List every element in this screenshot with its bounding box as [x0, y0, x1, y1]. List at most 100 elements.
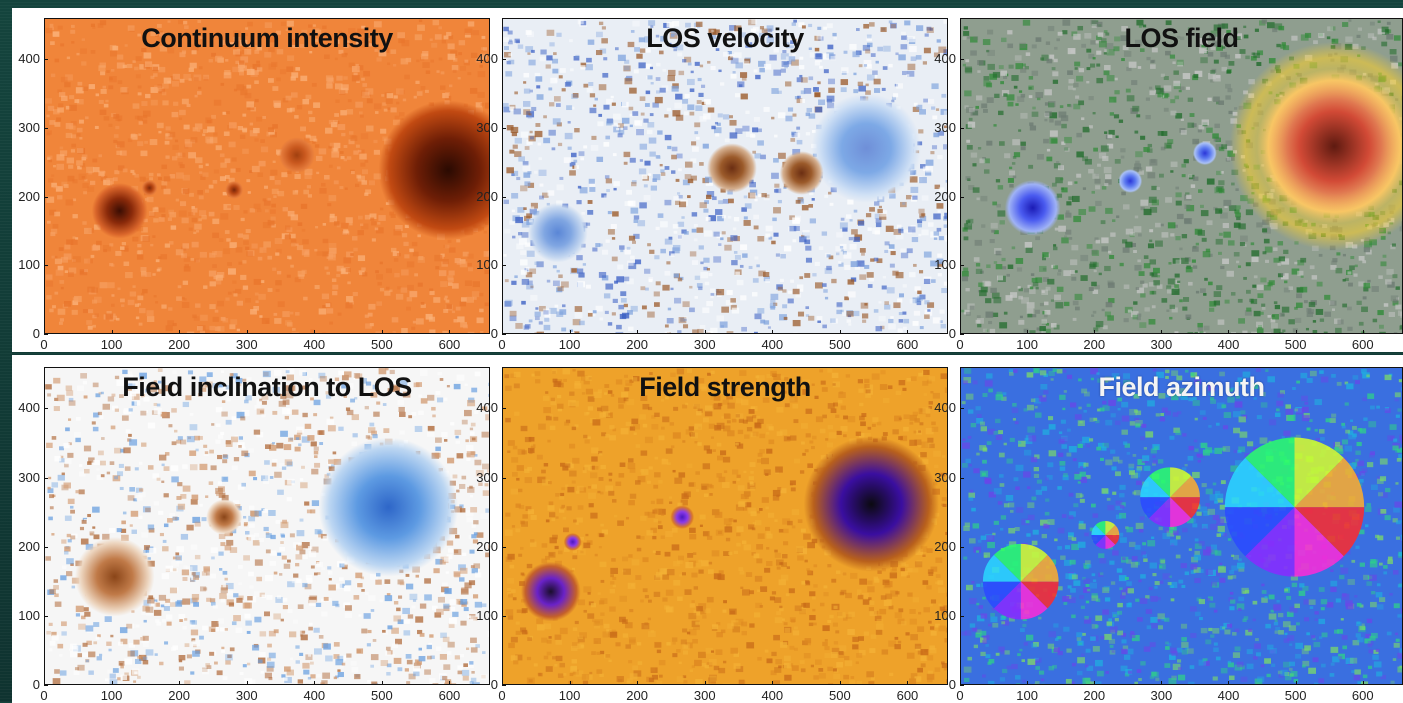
x-tick-label: 300 — [690, 338, 720, 351]
x-tick-label: 300 — [232, 689, 262, 702]
solar-map-image — [961, 368, 1402, 684]
x-tick-mark — [382, 681, 383, 685]
x-tick-mark — [705, 330, 706, 334]
y-tick-label: 400 — [928, 401, 956, 414]
y-tick-label: 100 — [12, 258, 40, 271]
y-tick-mark — [44, 128, 48, 129]
x-tick-label: 600 — [434, 338, 464, 351]
y-tick-label: 400 — [12, 401, 40, 414]
map-plot-area: Continuum intensity — [44, 18, 490, 334]
x-tick-mark — [570, 681, 571, 685]
y-tick-label: 400 — [12, 52, 40, 65]
y-tick-label: 0 — [470, 678, 498, 691]
y-tick-mark — [960, 128, 964, 129]
x-tick-mark — [1228, 681, 1229, 685]
y-tick-mark — [502, 334, 506, 335]
x-tick-mark — [840, 330, 841, 334]
x-tick-mark — [1296, 681, 1297, 685]
y-tick-label: 400 — [928, 52, 956, 65]
y-tick-label: 0 — [928, 678, 956, 691]
y-tick-label: 100 — [928, 258, 956, 271]
x-tick-label: 100 — [555, 689, 585, 702]
y-tick-label: 200 — [470, 540, 498, 553]
x-tick-label: 200 — [622, 689, 652, 702]
x-tick-mark — [1161, 330, 1162, 334]
solar-map-image — [45, 19, 489, 333]
y-tick-mark — [502, 197, 506, 198]
x-tick-label: 400 — [757, 338, 787, 351]
x-tick-label: 400 — [299, 338, 329, 351]
x-tick-mark — [772, 330, 773, 334]
x-tick-label: 100 — [1012, 338, 1042, 351]
x-tick-mark — [907, 681, 908, 685]
map-plot-area: Field strength — [502, 367, 948, 685]
x-tick-mark — [1363, 330, 1364, 334]
x-tick-mark — [1027, 681, 1028, 685]
x-tick-mark — [179, 681, 180, 685]
x-tick-mark — [1094, 681, 1095, 685]
y-tick-mark — [44, 197, 48, 198]
x-tick-mark — [1296, 330, 1297, 334]
x-tick-mark — [570, 330, 571, 334]
y-tick-label: 200 — [470, 190, 498, 203]
y-tick-mark — [502, 408, 506, 409]
y-tick-label: 400 — [470, 52, 498, 65]
y-tick-mark — [960, 334, 964, 335]
y-tick-label: 400 — [470, 401, 498, 414]
x-tick-label: 600 — [892, 689, 922, 702]
map-plot-area: LOS velocity — [502, 18, 948, 334]
y-tick-label: 200 — [928, 540, 956, 553]
y-tick-mark — [44, 334, 48, 335]
x-tick-mark — [112, 681, 113, 685]
solar-map-image — [961, 19, 1402, 333]
x-tick-mark — [840, 681, 841, 685]
x-tick-mark — [314, 330, 315, 334]
y-tick-mark — [960, 59, 964, 60]
y-tick-label: 300 — [928, 471, 956, 484]
y-tick-label: 300 — [470, 471, 498, 484]
x-tick-label: 200 — [1079, 689, 1109, 702]
x-tick-mark — [772, 681, 773, 685]
x-tick-label: 400 — [757, 689, 787, 702]
map-plot-area: LOS field — [960, 18, 1403, 334]
x-tick-mark — [1363, 681, 1364, 685]
x-tick-label: 500 — [367, 689, 397, 702]
y-tick-label: 0 — [12, 327, 40, 340]
y-tick-mark — [960, 197, 964, 198]
x-tick-mark — [179, 330, 180, 334]
y-tick-label: 100 — [12, 609, 40, 622]
y-tick-mark — [502, 59, 506, 60]
y-tick-mark — [502, 547, 506, 548]
x-tick-label: 600 — [1348, 689, 1378, 702]
x-tick-label: 100 — [1012, 689, 1042, 702]
y-tick-mark — [960, 408, 964, 409]
y-tick-mark — [44, 547, 48, 548]
x-tick-mark — [449, 681, 450, 685]
x-tick-label: 300 — [690, 689, 720, 702]
y-tick-label: 200 — [12, 540, 40, 553]
x-tick-mark — [1094, 330, 1095, 334]
y-tick-label: 0 — [12, 678, 40, 691]
x-tick-label: 600 — [892, 338, 922, 351]
y-tick-label: 100 — [928, 609, 956, 622]
x-tick-label: 200 — [1079, 338, 1109, 351]
y-tick-mark — [44, 616, 48, 617]
y-tick-label: 200 — [12, 190, 40, 203]
x-tick-label: 500 — [1281, 338, 1311, 351]
y-tick-mark — [44, 408, 48, 409]
y-tick-mark — [502, 616, 506, 617]
y-tick-mark — [502, 265, 506, 266]
y-tick-mark — [44, 59, 48, 60]
y-tick-mark — [502, 128, 506, 129]
x-tick-mark — [314, 681, 315, 685]
x-tick-mark — [382, 330, 383, 334]
x-tick-mark — [247, 330, 248, 334]
y-tick-label: 300 — [12, 471, 40, 484]
y-tick-label: 300 — [12, 121, 40, 134]
map-plot-area: Field azimuth — [960, 367, 1403, 685]
solar-map-image — [503, 19, 947, 333]
x-tick-label: 400 — [299, 689, 329, 702]
y-tick-label: 300 — [928, 121, 956, 134]
y-tick-label: 100 — [470, 258, 498, 271]
x-tick-label: 300 — [1146, 689, 1176, 702]
